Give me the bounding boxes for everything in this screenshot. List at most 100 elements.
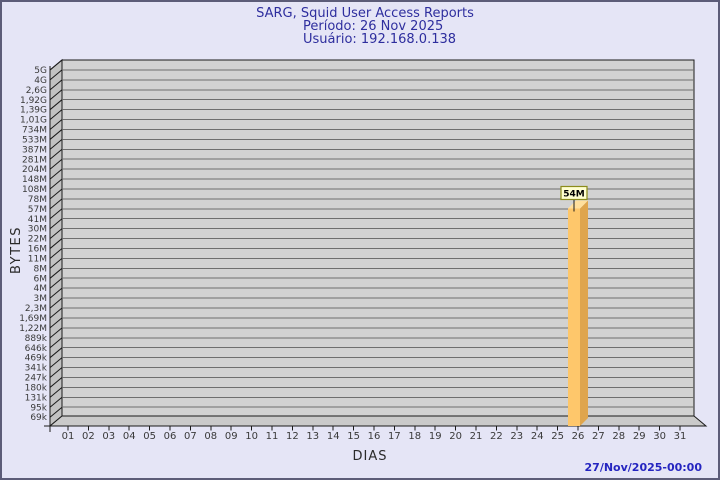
x-tick-label: 04 [123,431,136,442]
report-subtitles: Período: 26 Nov 2025 Usuário: 192.168.0.… [303,20,456,46]
x-tick-label: 15 [347,431,360,442]
x-tick-label: 13 [306,431,319,442]
report-user-line: Usuário: 192.168.0.138 [303,32,457,47]
y-tick [49,188,63,200]
y-tick-label: 281M [22,155,47,165]
x-tick-label: 25 [551,431,564,442]
x-axis-title: DIAS [353,449,388,464]
y-tick-label: 4M [34,284,48,294]
x-tick-label: 06 [164,431,177,442]
y-tick [49,337,63,349]
y-tick [49,178,63,190]
y-tick-label: 387M [22,145,47,155]
y-tick [49,218,63,230]
y-tick-label: 16M [28,245,47,255]
y-tick-label: 131k [25,393,48,403]
x-tick-label: 24 [531,431,544,442]
y-axis-title: BYTES [9,226,24,274]
y-tick [49,138,63,150]
x-tick-label: 02 [82,431,95,442]
plot-floor [48,415,708,427]
y-tick [49,198,63,210]
y-tick [49,258,63,269]
bar-value-box [560,185,588,201]
y-tick [49,168,63,180]
y-tick [49,99,63,111]
y-tick [49,317,63,329]
y-tick-label: 1,92G [20,96,47,106]
x-tick-label: 01 [62,431,75,442]
x-tick-label: 27 [592,431,605,442]
y-tick [49,327,63,339]
y-tick [49,79,63,91]
x-tick-label: 19 [429,431,442,442]
bar-value-label: 54M [563,189,585,199]
y-tick [49,357,63,368]
x-tick-label: 21 [470,431,483,442]
y-tick [49,377,63,388]
y-tick [49,129,63,140]
bar-top-face [568,200,588,209]
y-tick-label: 78M [28,195,47,205]
y-tick [49,208,63,220]
y-tick [49,238,63,249]
y-tick-label: 1,39G [20,106,47,116]
y-tick-label: 8M [34,264,48,274]
y-tick [49,307,63,319]
y-tick-label: 4G [34,76,47,86]
x-tick-label: 11 [266,431,279,442]
y-tick-label: 341k [25,364,48,374]
x-tick-label: 05 [143,431,156,442]
x-tick-label: 26 [572,431,585,442]
x-tick-label: 16 [368,431,381,442]
x-tick-label: 10 [245,431,258,442]
plot-back-wall [61,59,695,417]
y-tick [49,148,63,160]
x-tick-label: 09 [225,431,238,442]
x-tick-label: 07 [184,431,197,442]
y-tick [49,297,63,309]
x-tick-label: 20 [449,431,462,442]
x-tick-label: 23 [510,431,523,442]
y-tick-label: 1,69M [19,314,47,324]
y-tick [49,287,63,299]
y-tick [49,406,63,418]
y-tick-label: 22M [28,235,47,245]
y-tick-label: 3M [34,294,48,304]
x-tick-label: 22 [490,431,503,442]
x-tick-label: 08 [204,431,217,442]
y-tick-label: 533M [22,135,47,145]
y-tick-label: 69k [30,413,47,423]
y-tick-label: 148M [22,175,47,185]
y-tick [49,396,63,408]
x-tick-label: 03 [102,431,115,442]
report-title: SARG, Squid User Access Reports [256,6,474,21]
y-tick-label: 1,01G [20,116,47,126]
y-tick-label: 247k [25,374,48,384]
x-tick-label: 29 [633,431,646,442]
x-tick-label: 12 [286,431,299,442]
report-period-line: Período: 26 Nov 2025 [303,19,444,34]
x-tick-label: 30 [653,431,666,442]
x-tick-label: 17 [388,431,401,442]
y-tick-label: 95k [30,403,47,413]
x-tick-label: 28 [612,431,625,442]
y-tick-label: 5G [34,66,47,76]
y-tick [49,119,63,130]
y-tick-label: 30M [28,225,47,235]
y-tick-label: 2,3M [25,304,47,314]
y-tick [49,158,63,170]
y-tick-label: 41M [28,215,47,225]
y-tick-label: 180k [25,383,48,393]
y-tick [49,109,63,120]
y-tick [49,347,63,359]
x-tick-label: 14 [327,431,340,442]
x-tick-label: 18 [408,431,421,442]
report-generated-timestamp: 27/Nov/2025-00:00 [584,461,702,474]
x-tick-label: 31 [674,431,687,442]
y-tick-label: 6M [34,274,48,284]
y-tick-label: 11M [28,254,47,264]
y-tick-label: 57M [28,205,47,215]
